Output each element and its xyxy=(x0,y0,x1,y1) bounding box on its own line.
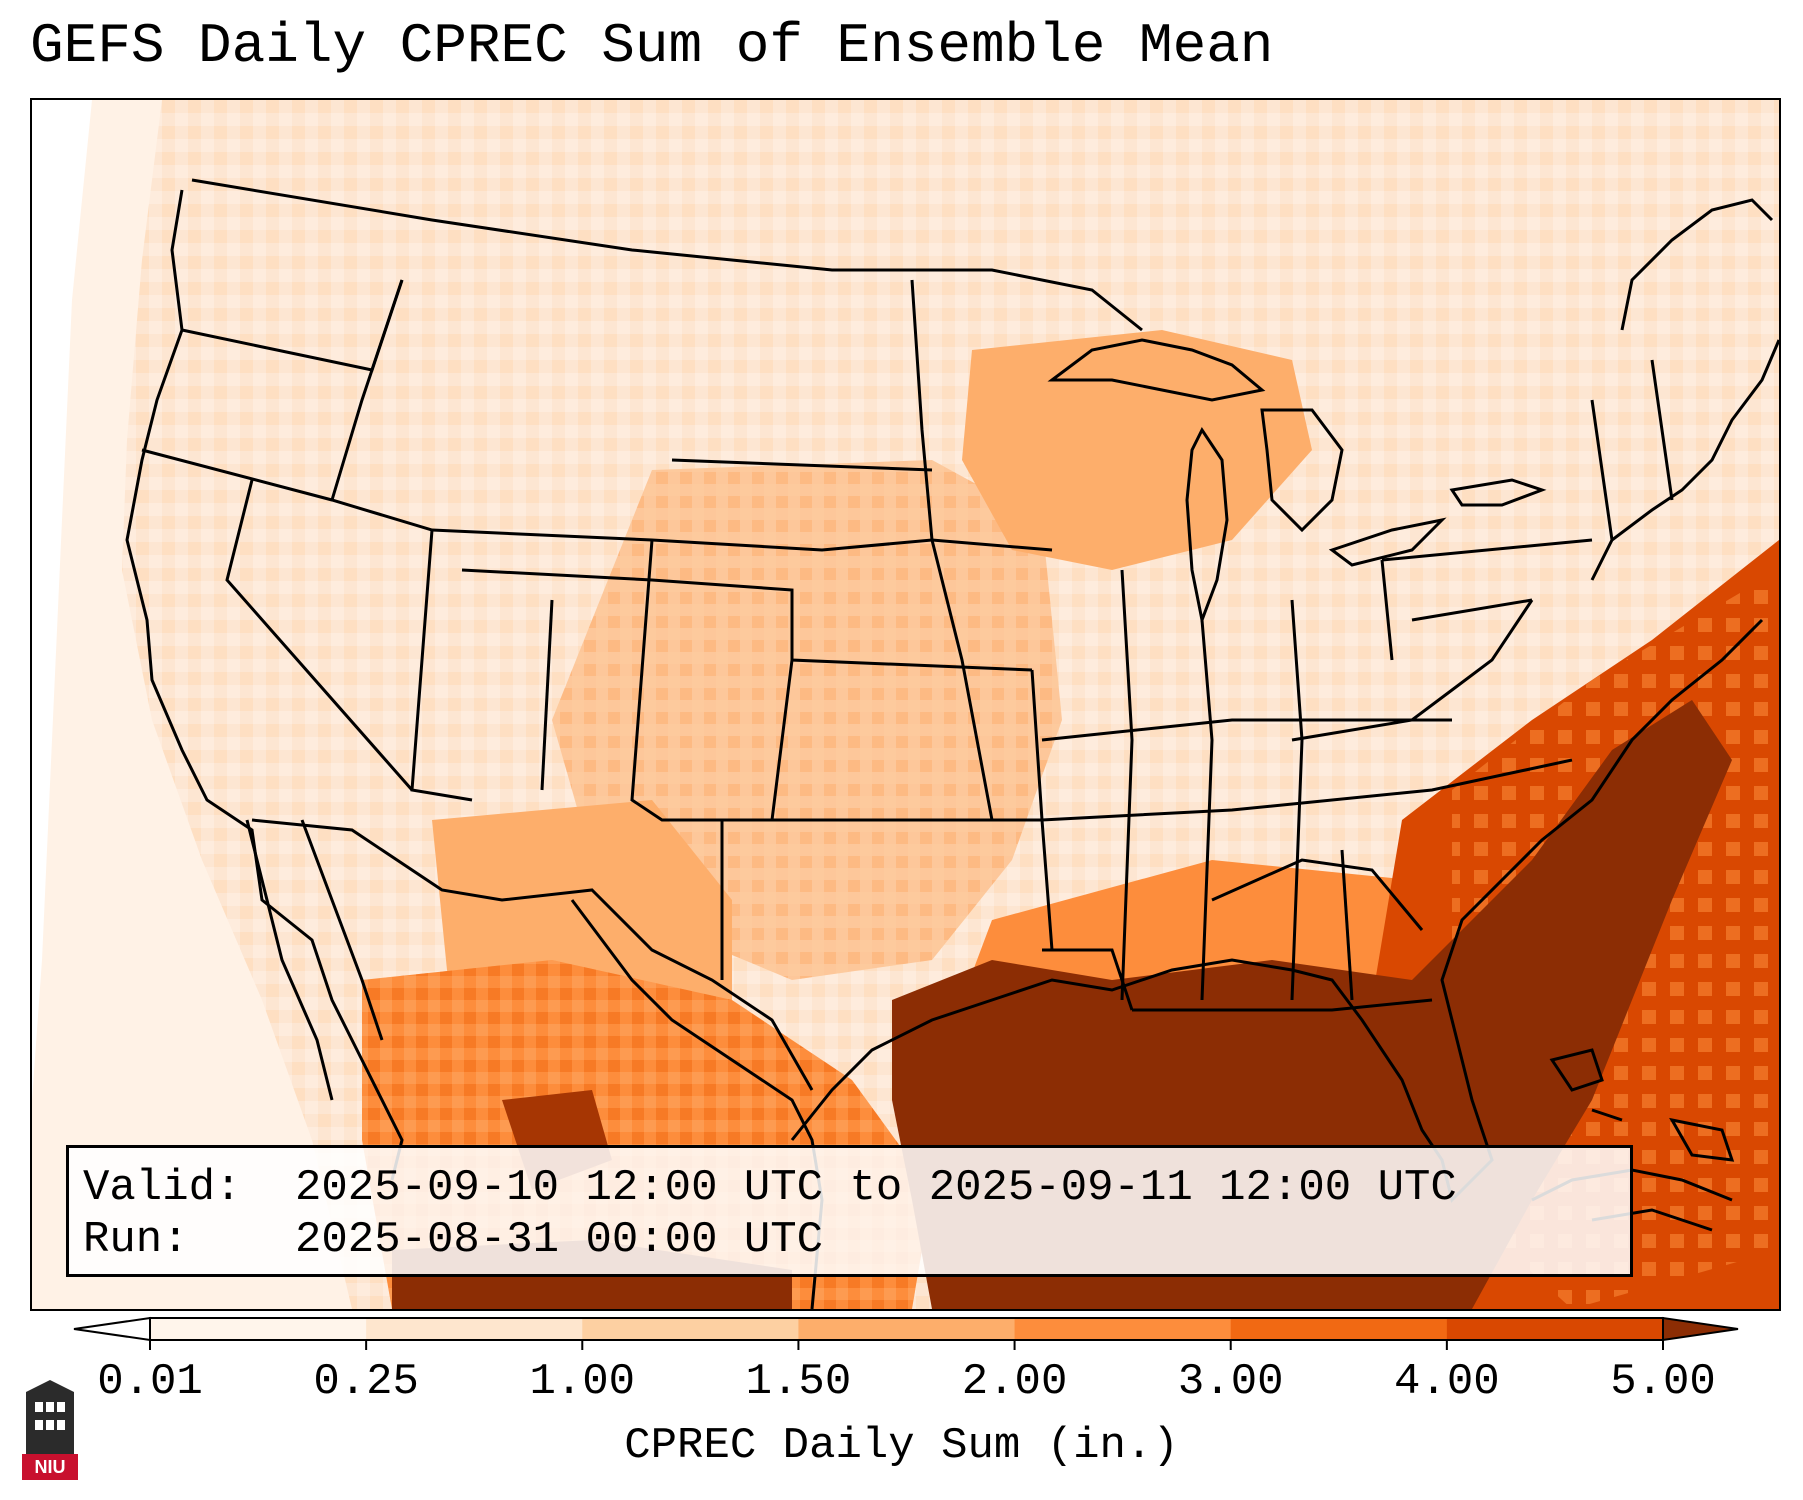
border-mexico xyxy=(251,818,814,1091)
colorbar-under-arrow xyxy=(73,1316,151,1342)
colorbar-tick-label: 4.00 xyxy=(1394,1357,1500,1407)
valid-line: Valid: 2025-09-10 12:00 UTC to 2025-09-11… xyxy=(83,1166,1457,1210)
logo-tower-top xyxy=(26,1380,74,1392)
colorbar-segment xyxy=(798,1318,1016,1340)
colorbar-segment xyxy=(582,1318,799,1340)
map-title: GEFS Daily CPREC Sum of Ensemble Mean xyxy=(30,14,1274,78)
lake-superior xyxy=(1047,338,1266,402)
niu-logo: NIU xyxy=(22,1380,78,1480)
state-borders xyxy=(141,279,1674,1012)
colorbar-segment xyxy=(366,1318,583,1340)
logo-windows xyxy=(35,1402,65,1430)
lake-erie-ontario xyxy=(1328,478,1547,567)
colorbar-segment xyxy=(1014,1318,1232,1340)
colorbar-tick-label: 1.50 xyxy=(745,1357,852,1407)
valid-label: Valid: xyxy=(83,1163,242,1213)
precip-area-great-lakes xyxy=(962,330,1312,570)
precip-area-west-white xyxy=(32,100,92,1100)
map-panel xyxy=(30,98,1781,1311)
colorbar-tick-label: 3.00 xyxy=(1177,1357,1284,1407)
logo-banner xyxy=(22,1454,78,1480)
border-canada xyxy=(191,178,1143,332)
valid-value: 2025-09-10 12:00 UTC to 2025-09-11 12:00… xyxy=(295,1163,1457,1213)
colorbar-tick-label: 0.25 xyxy=(313,1357,419,1407)
run-label: Run: xyxy=(83,1215,189,1265)
run-line: Run: 2025-08-31 00:00 UTC xyxy=(83,1218,823,1262)
precip-area-west-light xyxy=(32,100,352,1309)
colorbar-segment xyxy=(1446,1318,1664,1340)
colorbar-segment xyxy=(150,1318,367,1340)
colorbar-tick-label: 0.01 xyxy=(97,1357,203,1407)
colorbar-tick-label: 2.00 xyxy=(961,1357,1068,1407)
coastline-northeast xyxy=(1590,198,1779,581)
valid-run-info-box: Valid: 2025-09-10 12:00 UTC to 2025-09-11… xyxy=(66,1145,1633,1277)
run-value: 2025-08-31 00:00 UTC xyxy=(295,1215,824,1265)
colorbar-segments xyxy=(73,1316,1739,1350)
caribbean-islands xyxy=(1549,1048,1735,1162)
colorbar-segment xyxy=(1230,1318,1448,1340)
precipitation-map xyxy=(32,100,1779,1309)
colorbar-tick-label: 1.00 xyxy=(529,1357,636,1407)
colorbar-frame xyxy=(149,1317,1664,1341)
colorbar-tick-label: 5.00 xyxy=(1610,1357,1716,1407)
coastline-west xyxy=(125,189,404,1181)
logo-text: NIU xyxy=(35,1457,66,1477)
colorbar-label: CPREC Daily Sum (in.) xyxy=(624,1421,1179,1471)
colorbar-over-arrow xyxy=(1662,1316,1739,1342)
coastline-baja xyxy=(245,819,384,1101)
colorbar xyxy=(73,1316,1739,1350)
lake-huron xyxy=(1260,408,1344,533)
